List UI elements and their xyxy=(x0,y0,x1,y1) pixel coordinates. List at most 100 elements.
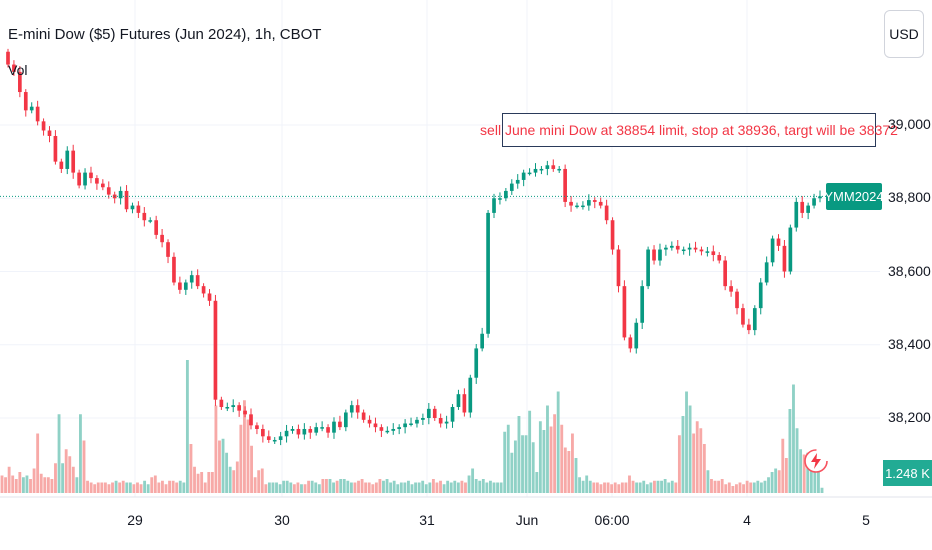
candle-body xyxy=(166,242,170,257)
volume-bar xyxy=(114,480,118,493)
candle-body xyxy=(6,51,10,65)
volume-bar xyxy=(763,480,767,493)
volume-bar xyxy=(578,477,581,493)
candle-body xyxy=(539,168,544,171)
candle-body xyxy=(604,205,609,221)
volume-bar xyxy=(560,424,564,493)
candle-body xyxy=(136,205,141,213)
candle-body xyxy=(515,179,520,184)
volume-bar xyxy=(407,480,410,493)
volume-bar xyxy=(635,482,639,493)
candle-body xyxy=(462,394,467,413)
candle-body xyxy=(521,172,526,180)
volume-bar xyxy=(435,482,439,493)
candle-body xyxy=(622,286,627,338)
volume-bar xyxy=(642,480,646,493)
volume-bar xyxy=(742,484,745,493)
candle-body xyxy=(397,427,402,429)
volume-bar xyxy=(349,482,353,493)
candle-body xyxy=(183,282,188,290)
volume-bar xyxy=(567,451,571,493)
price-tick-label: 38,600 xyxy=(888,262,931,279)
volume-bar xyxy=(36,433,40,493)
candle-body xyxy=(130,205,135,210)
currency-button[interactable]: USD xyxy=(884,10,924,58)
candle-body xyxy=(812,198,816,206)
candle-body xyxy=(18,71,22,93)
candle-body xyxy=(468,377,473,413)
volume-bar xyxy=(282,480,286,493)
volume-bar xyxy=(777,470,781,493)
volume-bar xyxy=(599,484,603,493)
volume-bar xyxy=(243,400,246,493)
candle-body xyxy=(569,201,573,206)
volume-bar xyxy=(153,475,157,493)
volume-bar xyxy=(681,416,685,493)
candle-body xyxy=(747,324,751,331)
candle-body xyxy=(450,407,455,422)
time-tick-label: 06:00 xyxy=(594,512,630,528)
trade-annotation[interactable]: sell June mini Dow at 38854 limit, stop … xyxy=(480,113,898,147)
candle-body xyxy=(314,427,319,433)
volume-bar xyxy=(549,426,553,493)
candle-body xyxy=(266,436,271,440)
lightning-icon[interactable] xyxy=(803,448,829,474)
candle-body xyxy=(415,419,419,424)
candle-body xyxy=(89,172,93,179)
candle-body xyxy=(587,200,591,206)
volume-bar xyxy=(670,480,674,493)
volume-value-tag: 1.248 K xyxy=(883,460,932,486)
volume-bar xyxy=(699,428,703,493)
volume-bar xyxy=(392,480,396,493)
candle-body xyxy=(308,428,313,433)
volume-bar xyxy=(54,463,57,493)
volume-bar xyxy=(228,466,232,493)
volume-bar xyxy=(232,470,236,493)
candle-body xyxy=(634,322,639,349)
volume-bar xyxy=(314,482,318,493)
candle-body xyxy=(160,234,164,243)
volume-bar xyxy=(767,477,770,493)
candle-body xyxy=(699,249,704,252)
volume-bar xyxy=(107,484,111,493)
volume-bar xyxy=(474,479,478,493)
last-price-tag: YMM2024 xyxy=(824,183,884,211)
volume-bar xyxy=(389,482,393,493)
volume-bar xyxy=(271,482,275,493)
volume-bar xyxy=(428,482,432,493)
volume-bar xyxy=(688,405,692,493)
price-tick-label: 39,000 xyxy=(888,116,931,132)
volume-bar xyxy=(196,473,200,493)
candle-body xyxy=(320,427,324,429)
volume-bar xyxy=(132,484,136,493)
candle-body xyxy=(379,427,384,431)
candle-body xyxy=(551,165,556,169)
candle-body xyxy=(592,200,597,202)
volume-bar xyxy=(581,480,585,493)
volume-bar xyxy=(499,482,503,493)
volume-bar xyxy=(574,458,578,493)
candle-body xyxy=(681,249,686,252)
candle-body xyxy=(711,251,716,256)
volume-bar xyxy=(624,482,628,493)
volume-bar xyxy=(510,452,514,493)
volume-bar xyxy=(328,479,332,493)
volume-bars xyxy=(0,360,824,493)
price-tick-label: 38,200 xyxy=(888,409,931,425)
volume-bar xyxy=(257,470,261,493)
candle-body xyxy=(355,405,360,413)
volume-bar xyxy=(43,477,47,493)
volume-bar xyxy=(517,416,521,493)
volume-bar xyxy=(749,482,753,493)
volume-bar xyxy=(317,484,321,493)
volume-bar xyxy=(378,479,382,493)
volume-bar xyxy=(595,482,599,493)
volume-bar xyxy=(656,480,660,493)
volume-bar xyxy=(353,482,357,493)
volume-bar xyxy=(813,461,817,493)
volume-bar xyxy=(799,449,803,493)
volume-bar xyxy=(214,405,218,493)
candle-body xyxy=(782,245,787,272)
candle-body xyxy=(29,106,34,111)
